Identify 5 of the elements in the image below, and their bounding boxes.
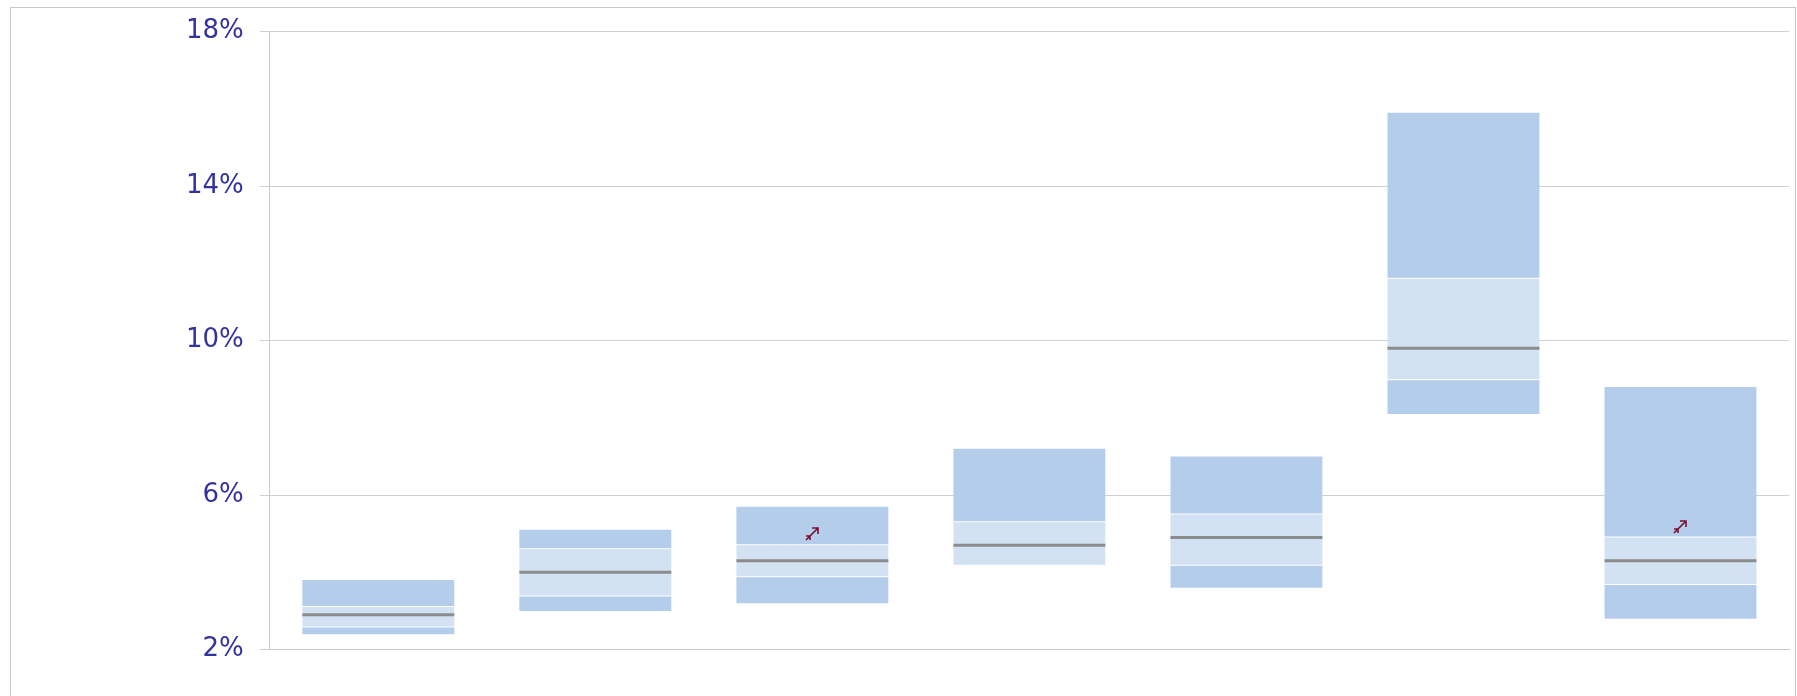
- y-tick-label: 14%: [185, 168, 244, 199]
- y-tick-label: 6%: [202, 477, 244, 508]
- y-tick-label: 2%: [202, 632, 244, 663]
- y-tick-label: 18%: [185, 14, 244, 45]
- y-tick-label: 10%: [185, 323, 244, 354]
